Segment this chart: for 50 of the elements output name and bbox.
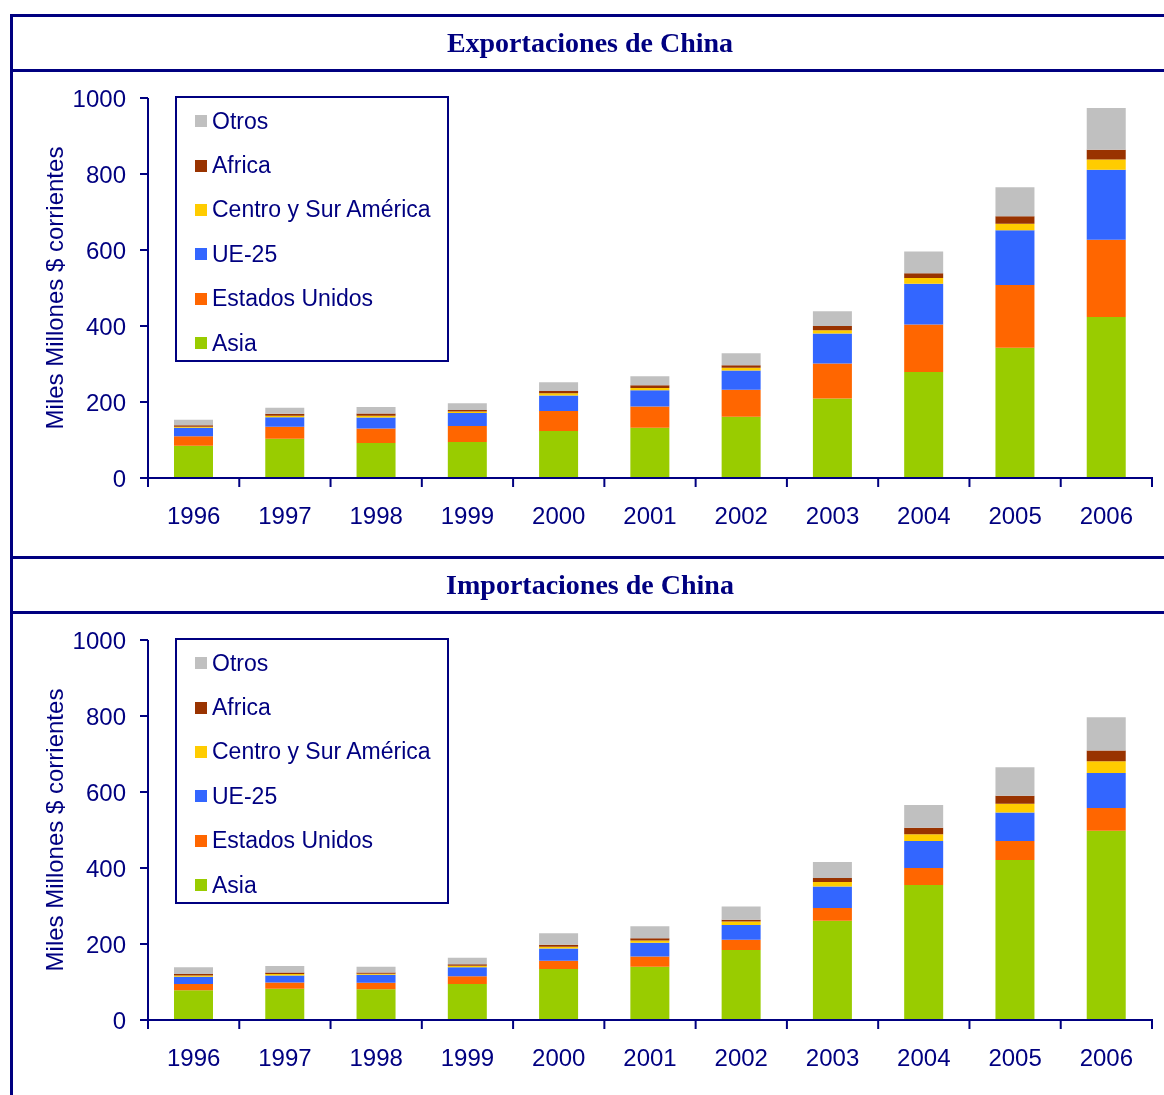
- x-tick-label: 1999: [440, 502, 495, 530]
- x-tick-label: 2000: [532, 502, 586, 530]
- x-tick-label: 2006: [1079, 502, 1134, 530]
- x-tick-label: 2003: [805, 502, 860, 530]
- x-tick-label: 1997: [258, 1044, 312, 1072]
- chart-title: Importaciones de China: [446, 569, 734, 601]
- y-tick-label: 200: [85, 930, 126, 958]
- y-axis-title: Miles Millones $ corrientes: [41, 146, 69, 430]
- x-tick-label: 2004: [897, 502, 951, 530]
- legend-label: Centro y Sur América: [212, 196, 431, 224]
- x-tick-label: 2002: [714, 1044, 768, 1072]
- legend-label: Asia: [212, 329, 257, 357]
- x-tick-label: 2005: [988, 1044, 1042, 1072]
- y-tick-label: 0: [112, 1006, 126, 1034]
- chart-title: Exportaciones de China: [446, 27, 734, 59]
- x-tick-label: 1999: [440, 1044, 495, 1072]
- legend-label: Estados Unidos: [212, 827, 374, 855]
- legend-label: Africa: [212, 152, 271, 180]
- x-tick-label: 2001: [623, 502, 677, 530]
- y-tick-label: 600: [85, 778, 126, 806]
- legend-label: Otros: [212, 649, 269, 677]
- x-tick-label: 2005: [988, 502, 1042, 530]
- x-tick-label: 1996: [166, 502, 221, 530]
- y-tick-label: 600: [85, 236, 126, 264]
- legend-label: Asia: [212, 871, 257, 899]
- y-axis-title: Miles Millones $ corrientes: [41, 688, 69, 972]
- y-tick-label: 800: [85, 702, 126, 730]
- legend-label: Estados Unidos: [212, 285, 374, 313]
- legend-label: UE-25: [212, 782, 278, 810]
- x-tick-label: 1998: [349, 502, 403, 530]
- x-tick-label: 2003: [805, 1044, 860, 1072]
- legend-label: Africa: [212, 694, 271, 722]
- y-tick-label: 1000: [72, 626, 126, 654]
- y-tick-label: 1000: [72, 84, 126, 112]
- x-tick-label: 2006: [1079, 1044, 1134, 1072]
- legend-label: UE-25: [212, 240, 278, 268]
- y-tick-label: 400: [85, 312, 126, 340]
- y-tick-label: 400: [85, 854, 126, 882]
- x-tick-label: 2002: [714, 502, 768, 530]
- x-tick-label: 1998: [349, 1044, 403, 1072]
- x-tick-label: 2001: [623, 1044, 677, 1072]
- y-tick-label: 200: [85, 388, 126, 416]
- legend-label: Otros: [212, 107, 269, 135]
- x-tick-label: 2000: [532, 1044, 586, 1072]
- y-tick-label: 800: [85, 160, 126, 188]
- x-tick-label: 1997: [258, 502, 312, 530]
- x-tick-label: 2004: [897, 1044, 951, 1072]
- x-tick-label: 1996: [166, 1044, 221, 1072]
- y-tick-label: 0: [112, 464, 126, 492]
- legend-label: Centro y Sur América: [212, 738, 431, 766]
